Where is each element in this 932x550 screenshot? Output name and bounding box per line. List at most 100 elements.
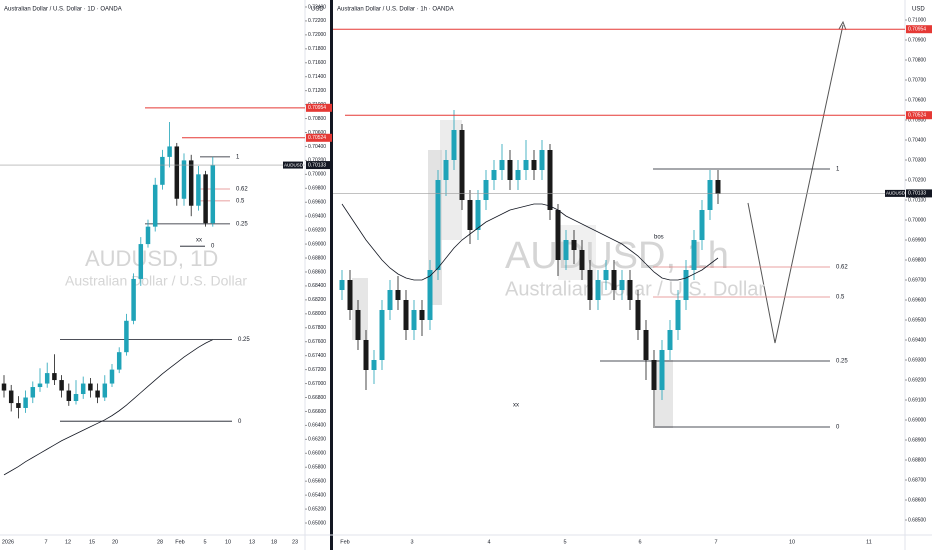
candle-body <box>659 350 665 390</box>
y-tick-label: 0.69800 <box>308 186 326 192</box>
watermark-symbol: AUDUSD, 1D <box>85 246 218 271</box>
y-tick-label: 0.70400 <box>908 137 926 143</box>
currency[interactable]: USD <box>311 7 324 13</box>
candle-body <box>196 174 201 206</box>
fib-label: 0 <box>836 425 840 431</box>
annotation: xx <box>196 238 202 244</box>
x-tick-label: 10 <box>225 539 231 545</box>
currency[interactable]: USD <box>912 7 925 13</box>
candle-body <box>691 240 697 270</box>
candle-body <box>80 383 86 395</box>
y-tick-label: 0.65000 <box>308 520 326 526</box>
y-tick-label: 0.66800 <box>308 395 326 401</box>
candle-body <box>531 160 537 170</box>
candle-body <box>387 290 393 310</box>
last-price-badge <box>306 161 332 170</box>
candle-body <box>715 180 721 194</box>
y-tick-label: 0.69100 <box>908 397 926 403</box>
candle-body <box>475 200 481 230</box>
candle-body <box>210 165 216 224</box>
y-tick-label: 0.67800 <box>308 325 326 331</box>
y-tick-label: 0.70000 <box>908 217 926 223</box>
symbol-badge <box>885 189 905 197</box>
candle-body <box>539 150 545 170</box>
y-tick-label: 0.71600 <box>308 60 326 66</box>
candle-body <box>116 352 122 370</box>
candle-body <box>587 270 593 300</box>
candle-body <box>443 160 449 180</box>
projection-arrow <box>838 20 847 31</box>
candle-body <box>16 403 21 408</box>
candle-body <box>571 240 577 250</box>
y-tick-label: 0.72400 <box>308 4 326 10</box>
price-badge-label: 0.70954 <box>908 27 926 33</box>
candle-body <box>507 160 513 180</box>
symbol-badge-label: AUDUSD <box>284 162 304 167</box>
y-tick-label: 0.67600 <box>308 339 326 345</box>
fib-label: 0.5 <box>836 295 845 301</box>
fib-label: 0.62 <box>836 265 848 271</box>
panel-title: Australian Dollar / U.S. Dollar · 1D · O… <box>4 7 122 13</box>
y-tick-label: 0.69400 <box>908 337 926 343</box>
zone <box>440 120 462 240</box>
y-tick-label: 0.66200 <box>308 437 326 443</box>
candle-body <box>611 270 617 290</box>
candle-body <box>555 210 561 260</box>
y-tick-label: 0.67000 <box>308 381 326 387</box>
y-tick-label: 0.66400 <box>308 423 326 429</box>
candle-body <box>467 200 473 230</box>
candle-body <box>363 340 369 370</box>
y-tick-label: 0.69600 <box>908 297 926 303</box>
y-tick-label: 0.70700 <box>908 77 926 83</box>
candle-body <box>167 146 172 157</box>
candle-body <box>59 380 64 391</box>
candle-body <box>138 244 144 279</box>
y-tick-label: 0.69000 <box>308 241 326 247</box>
candle-body <box>459 130 465 200</box>
y-tick-label: 0.66000 <box>308 451 326 457</box>
annotation: xx <box>513 403 519 409</box>
price-badge <box>306 133 332 142</box>
y-tick-label: 0.70200 <box>308 158 326 164</box>
y-tick-label: 0.69900 <box>908 237 926 243</box>
y-tick-label: 0.67400 <box>308 353 326 359</box>
candle-body <box>523 160 529 170</box>
candle-body <box>563 240 569 260</box>
y-tick-label: 0.68600 <box>908 497 926 503</box>
candle-body <box>355 310 361 340</box>
candle-body <box>491 170 497 180</box>
fib-label: 0 <box>211 244 215 250</box>
fib-label: 0.25 <box>238 337 250 343</box>
y-tick-label: 0.68600 <box>308 269 326 275</box>
price-badge <box>306 103 332 112</box>
fib-label: 0.5 <box>236 198 245 204</box>
last-price-badge <box>906 189 932 198</box>
symbol-badge <box>283 161 303 169</box>
candle-body <box>435 180 441 270</box>
y-tick-label: 0.68800 <box>908 457 926 463</box>
candle-body <box>66 390 72 401</box>
candle-body <box>579 250 585 270</box>
y-tick-label: 0.68500 <box>908 517 926 523</box>
candle-body <box>88 383 93 391</box>
y-tick-label: 0.65400 <box>308 492 326 498</box>
projection <box>747 24 844 344</box>
price-badge-label: 0.70524 <box>308 135 326 141</box>
candle-body <box>124 320 129 353</box>
candle-body <box>181 160 187 199</box>
candle-body <box>371 360 377 370</box>
y-tick-label: 0.71400 <box>308 74 326 80</box>
x-tick-label: 5 <box>563 539 566 545</box>
x-tick-label: 13 <box>249 539 255 545</box>
x-tick-label: 5 <box>203 539 206 545</box>
candle-body <box>102 383 108 398</box>
x-tick-label: 12 <box>65 539 71 545</box>
y-tick-label: 0.70800 <box>908 57 926 63</box>
x-tick-label: 7 <box>44 539 47 545</box>
x-tick-label: 4 <box>487 539 490 545</box>
x-tick-label: 6 <box>638 539 641 545</box>
candle-body <box>651 360 657 390</box>
y-tick-label: 0.70900 <box>908 37 926 43</box>
y-tick-label: 0.71200 <box>308 88 326 94</box>
